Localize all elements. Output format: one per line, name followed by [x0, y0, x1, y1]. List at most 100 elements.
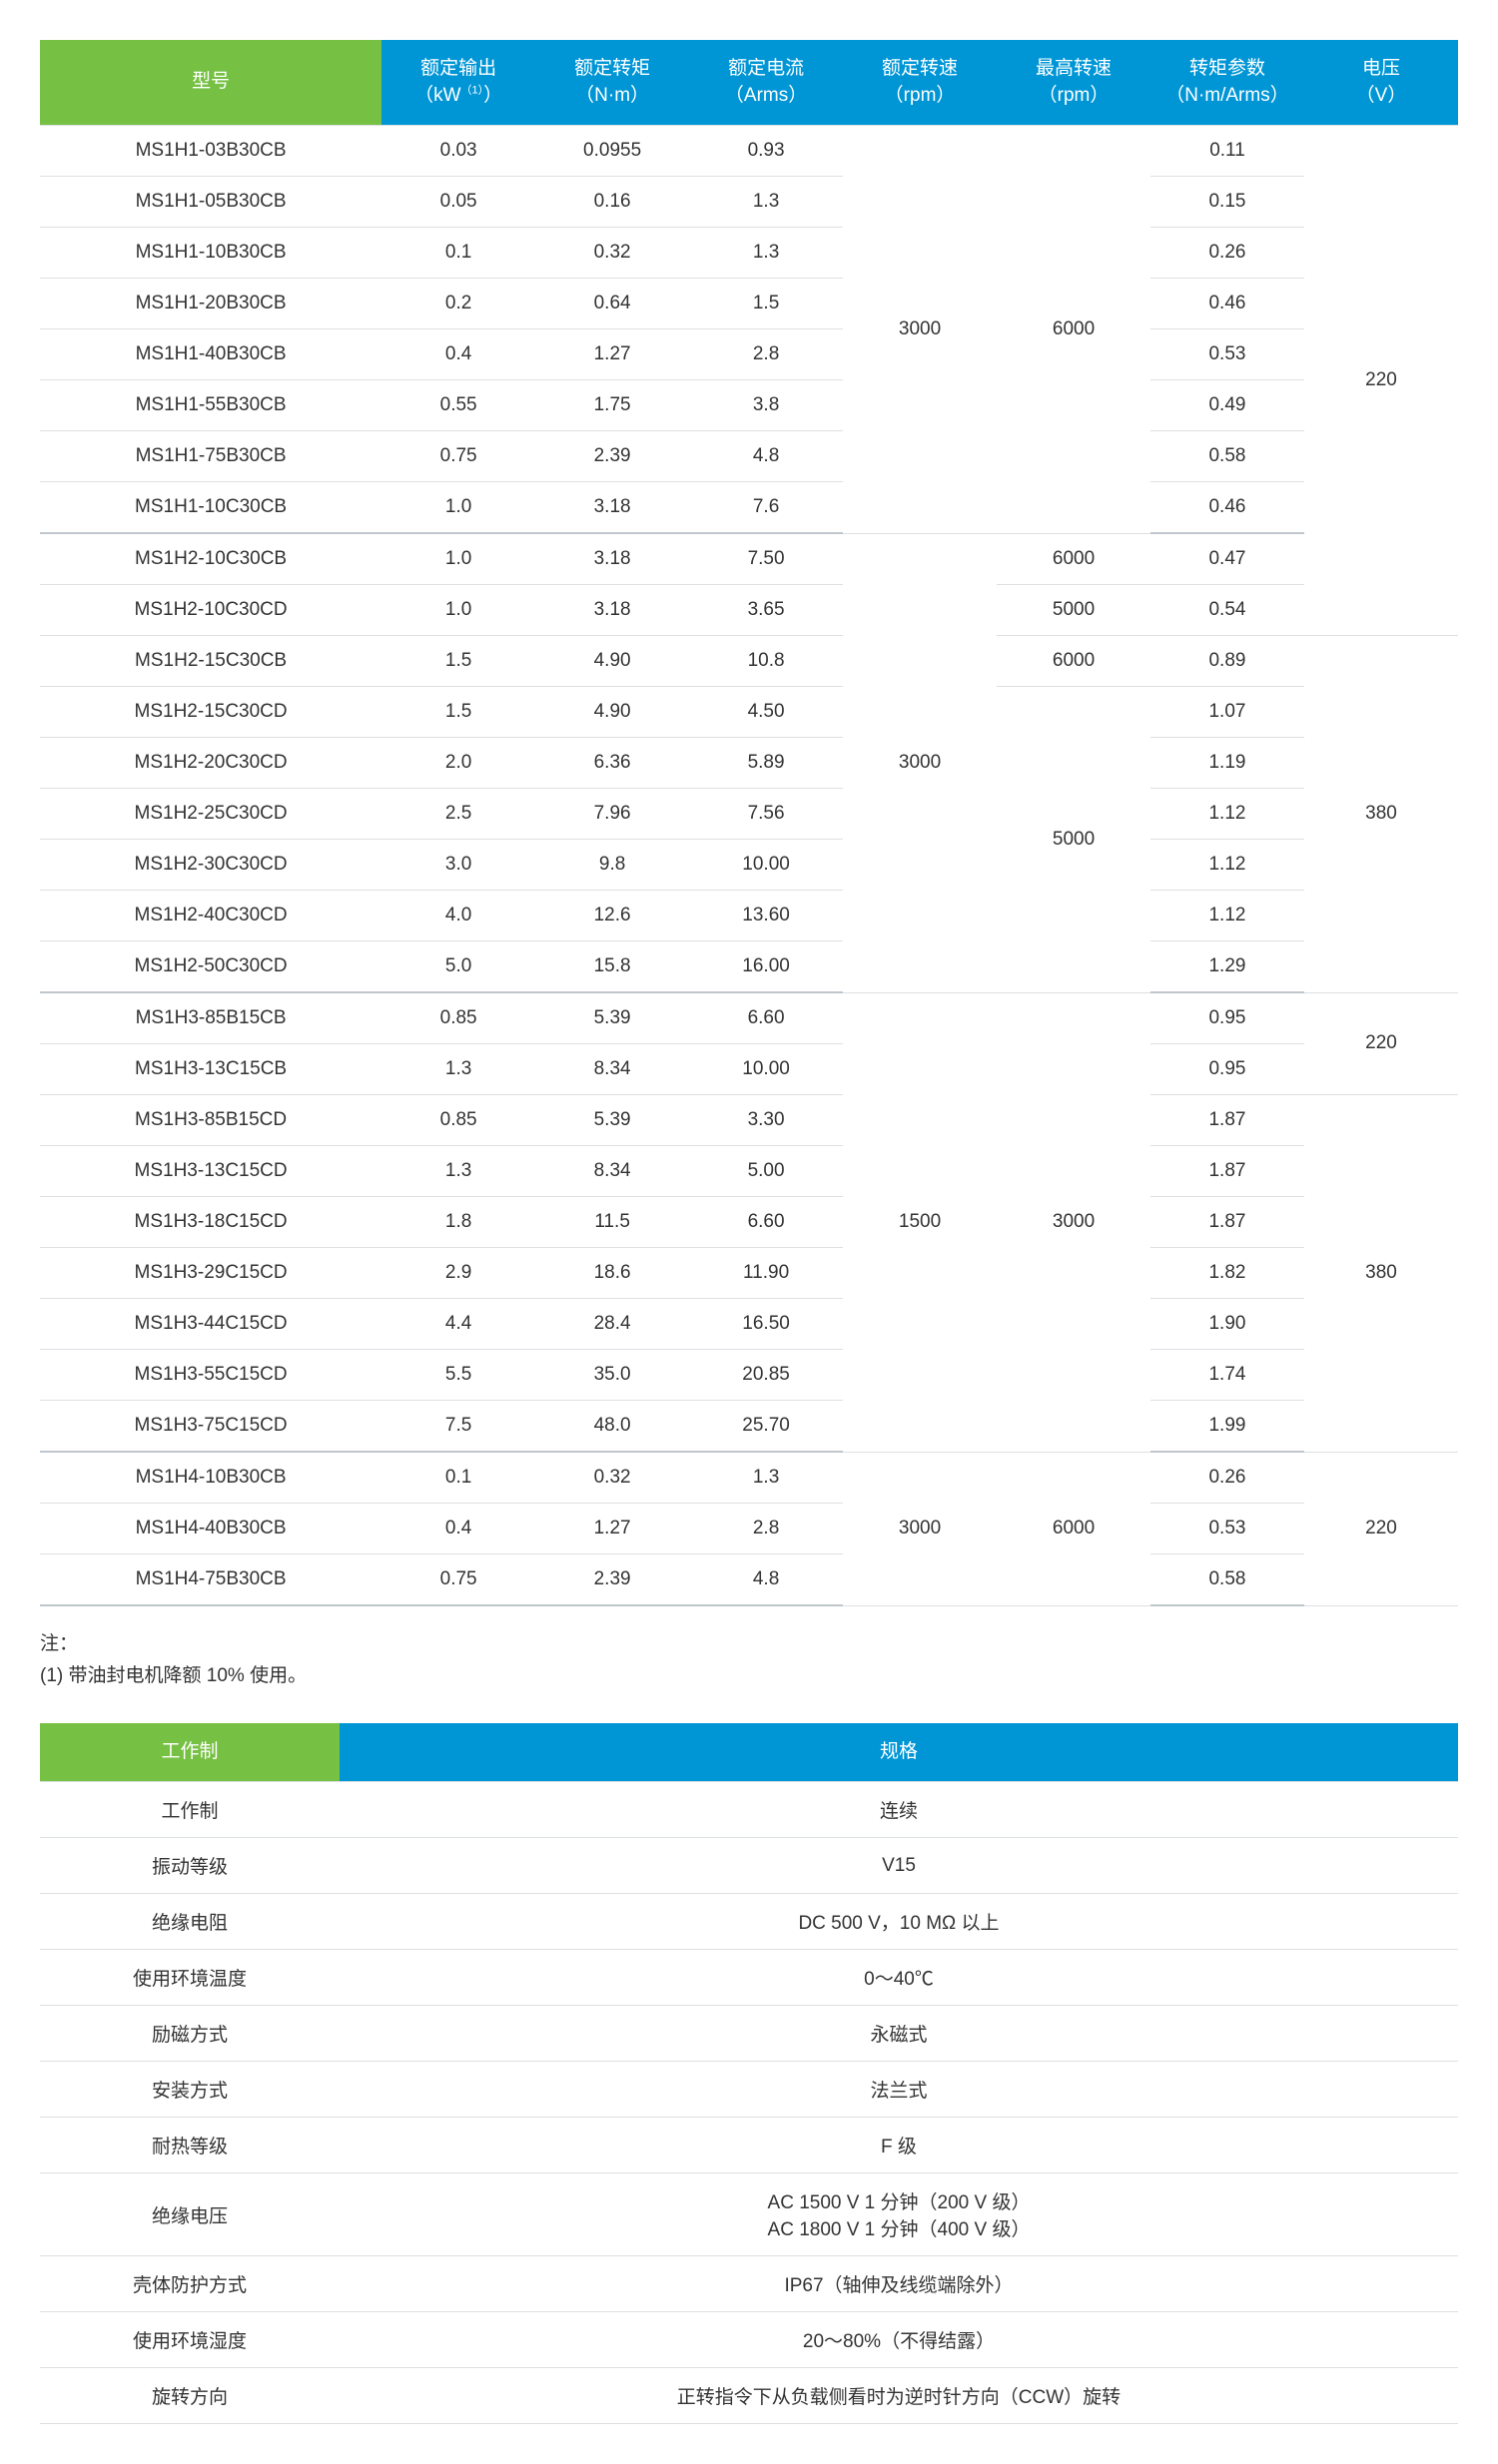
cell: 11.5: [535, 1197, 689, 1248]
cell: 16.50: [689, 1299, 843, 1350]
spec-value: DC 500 V，10 MΩ 以上: [340, 1894, 1458, 1950]
table-row: MS1H2-30C30CD3.09.810.001.12: [40, 840, 1458, 891]
note-label: 注：: [40, 1628, 1458, 1660]
table-row: 旋转方向正转指令下从负载侧看时为逆时针方向（CCW）旋转: [40, 2368, 1458, 2424]
spec-key: 壳体防护方式: [40, 2256, 340, 2312]
cell: 1.8: [381, 1197, 535, 1248]
cell: 0.1: [381, 1452, 535, 1504]
table-row: 使用环境温度0～40℃: [40, 1950, 1458, 2006]
spec-value: 正转指令下从负载侧看时为逆时针方向（CCW）旋转: [340, 2368, 1458, 2424]
cell: 1.5: [381, 687, 535, 738]
cell: MS1H1-10B30CB: [40, 228, 381, 279]
table-row: MS1H1-05B30CB0.050.161.30.15: [40, 177, 1458, 228]
cell: 8.34: [535, 1044, 689, 1095]
cell: 0.32: [535, 1452, 689, 1504]
cell: 16.00: [689, 941, 843, 993]
table-row: MS1H1-75B30CB0.752.394.80.58: [40, 431, 1458, 482]
cell: 0.26: [1150, 1452, 1304, 1504]
cell: 1.12: [1150, 789, 1304, 840]
cell: 1.3: [381, 1044, 535, 1095]
table-row: MS1H2-40C30CD4.012.613.601.12: [40, 891, 1458, 941]
cell: 6.60: [689, 992, 843, 1044]
cell: 9.8: [535, 840, 689, 891]
cell: 5.39: [535, 1095, 689, 1146]
cell: MS1H3-13C15CB: [40, 1044, 381, 1095]
cell: 1.0: [381, 482, 535, 534]
spec-key: 耐热等级: [40, 2118, 340, 2173]
table-row: MS1H4-10B30CB0.10.321.3300060000.26220: [40, 1452, 1458, 1504]
cell: MS1H3-85B15CD: [40, 1095, 381, 1146]
table-row: MS1H3-18C15CD1.811.56.601.87: [40, 1197, 1458, 1248]
cell: 5.00: [689, 1146, 843, 1197]
cell: 4.0: [381, 891, 535, 941]
cell: 0.16: [535, 177, 689, 228]
spec-key: 励磁方式: [40, 2006, 340, 2062]
cell: 0.89: [1150, 636, 1304, 687]
cell: 8.34: [535, 1146, 689, 1197]
table-row: 振动等级V15: [40, 1838, 1458, 1894]
cell: MS1H3-13C15CD: [40, 1146, 381, 1197]
cell: 1.27: [535, 1504, 689, 1554]
table-row: MS1H3-13C15CB1.38.3410.000.95: [40, 1044, 1458, 1095]
cell: 20.85: [689, 1350, 843, 1401]
cell: 10.8: [689, 636, 843, 687]
cell: MS1H2-25C30CD: [40, 789, 381, 840]
cell: MS1H2-20C30CD: [40, 738, 381, 789]
table-row: MS1H3-85B15CD0.855.393.301.87380: [40, 1095, 1458, 1146]
table-row: MS1H3-55C15CD5.535.020.851.74: [40, 1350, 1458, 1401]
cell: 1.75: [535, 380, 689, 431]
table-row: 励磁方式永磁式: [40, 2006, 1458, 2062]
cell: 0.03: [381, 126, 535, 177]
table-row: MS1H3-75C15CD7.548.025.701.99: [40, 1401, 1458, 1453]
cell: MS1H2-15C30CD: [40, 687, 381, 738]
cell: 5.39: [535, 992, 689, 1044]
table-row: 工作制连续: [40, 1782, 1458, 1838]
cell: 0.49: [1150, 380, 1304, 431]
cell: 0.2: [381, 279, 535, 329]
table-row: MS1H3-85B15CB0.855.396.60150030000.95220: [40, 992, 1458, 1044]
cell: 1.12: [1150, 840, 1304, 891]
cell: 1.87: [1150, 1197, 1304, 1248]
cell: 3000: [843, 126, 997, 534]
cell: 220: [1304, 1452, 1458, 1605]
table-row: MS1H2-15C30CD1.54.904.5050001.07: [40, 687, 1458, 738]
cell: 1500: [843, 992, 997, 1452]
cell: MS1H1-10C30CB: [40, 482, 381, 534]
cell: 0.4: [381, 1504, 535, 1554]
cell: 25.70: [689, 1401, 843, 1453]
col-model: 型号: [40, 40, 381, 126]
cell: 380: [1304, 636, 1458, 993]
spec-value: 20～80%（不得结露）: [340, 2312, 1458, 2368]
spec-key: 使用环境湿度: [40, 2312, 340, 2368]
spec-value: 连续: [340, 1782, 1458, 1838]
cell: MS1H1-03B30CB: [40, 126, 381, 177]
cell: 1.5: [689, 279, 843, 329]
cell: MS1H4-40B30CB: [40, 1504, 381, 1554]
cell: 7.6: [689, 482, 843, 534]
spec-value: IP67（轴伸及线缆端除外）: [340, 2256, 1458, 2312]
spec-key: 使用环境温度: [40, 1950, 340, 2006]
cell: 7.50: [689, 533, 843, 585]
cell: 0.11: [1150, 126, 1304, 177]
table-row: MS1H3-13C15CD1.38.345.001.87: [40, 1146, 1458, 1197]
col-voltage: 电压（V）: [1304, 40, 1458, 126]
cell: 0.95: [1150, 992, 1304, 1044]
cell: 0.32: [535, 228, 689, 279]
table-row: MS1H1-55B30CB0.551.753.80.49: [40, 380, 1458, 431]
cell: 3000: [997, 992, 1150, 1452]
cell: 2.5: [381, 789, 535, 840]
footnote: 注： (1) 带油封电机降额 10% 使用。: [40, 1628, 1458, 1693]
table-row: MS1H1-10C30CB1.03.187.60.46: [40, 482, 1458, 534]
table-row: 耐热等级F 级: [40, 2118, 1458, 2173]
cell: 6000: [997, 533, 1150, 585]
cell: 0.47: [1150, 533, 1304, 585]
cell: 7.96: [535, 789, 689, 840]
spec-key: 绝缘电阻: [40, 1894, 340, 1950]
cell: MS1H2-40C30CD: [40, 891, 381, 941]
cell: 0.0955: [535, 126, 689, 177]
table-row: MS1H3-29C15CD2.918.611.901.82: [40, 1248, 1458, 1299]
cell: 0.55: [381, 380, 535, 431]
table-row: MS1H1-10B30CB0.10.321.30.26: [40, 228, 1458, 279]
cell: MS1H3-44C15CD: [40, 1299, 381, 1350]
cell: 3.18: [535, 533, 689, 585]
